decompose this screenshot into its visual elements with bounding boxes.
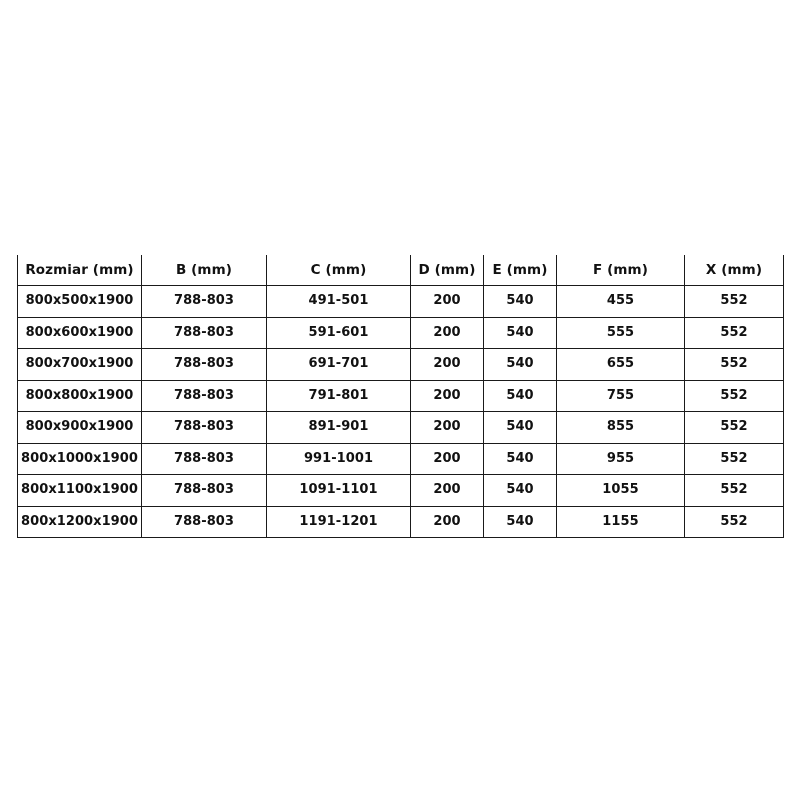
cell-b: 788-803 — [141, 380, 267, 412]
cell-x: 552 — [684, 443, 784, 475]
column-header-rozmiar: Rozmiar (mm) — [17, 255, 142, 286]
cell-f: 955 — [556, 443, 685, 475]
column-header-x: X (mm) — [684, 255, 784, 286]
cell-d: 200 — [410, 348, 484, 381]
table-header-row: Rozmiar (mm) B (mm) C (mm) D (mm) E (mm)… — [17, 255, 784, 286]
cell-c: 1191-1201 — [266, 506, 411, 538]
cell-e: 540 — [483, 380, 557, 412]
cell-rozmiar: 800x800x1900 — [17, 380, 142, 412]
table-body: 800x500x1900 788-803 491-501 200 540 455… — [17, 285, 784, 538]
cell-d: 200 — [410, 285, 484, 318]
cell-x: 552 — [684, 506, 784, 538]
cell-b: 788-803 — [141, 348, 267, 381]
cell-f: 1055 — [556, 474, 685, 507]
cell-f: 1155 — [556, 506, 685, 538]
table-row: 800x800x1900 788-803 791-801 200 540 755… — [17, 380, 784, 412]
cell-d: 200 — [410, 380, 484, 412]
cell-rozmiar: 800x1100x1900 — [17, 474, 142, 507]
cell-d: 200 — [410, 506, 484, 538]
cell-e: 540 — [483, 285, 557, 318]
cell-e: 540 — [483, 506, 557, 538]
cell-rozmiar: 800x700x1900 — [17, 348, 142, 381]
cell-c: 791-801 — [266, 380, 411, 412]
cell-e: 540 — [483, 411, 557, 444]
cell-f: 555 — [556, 317, 685, 349]
table-header: Rozmiar (mm) B (mm) C (mm) D (mm) E (mm)… — [17, 255, 784, 286]
column-header-f: F (mm) — [556, 255, 685, 286]
table-row: 800x700x1900 788-803 691-701 200 540 655… — [17, 348, 784, 381]
cell-x: 552 — [684, 285, 784, 318]
column-header-b: B (mm) — [141, 255, 267, 286]
cell-f: 455 — [556, 285, 685, 318]
table-row: 800x1200x1900 788-803 1191-1201 200 540 … — [17, 506, 784, 538]
cell-b: 788-803 — [141, 443, 267, 475]
cell-c: 891-901 — [266, 411, 411, 444]
cell-d: 200 — [410, 411, 484, 444]
table-row: 800x600x1900 788-803 591-601 200 540 555… — [17, 317, 784, 349]
table-row: 800x1100x1900 788-803 1091-1101 200 540 … — [17, 474, 784, 507]
cell-rozmiar: 800x500x1900 — [17, 285, 142, 318]
cell-rozmiar: 800x1000x1900 — [17, 443, 142, 475]
cell-c: 991-1001 — [266, 443, 411, 475]
column-header-e: E (mm) — [483, 255, 557, 286]
cell-d: 200 — [410, 317, 484, 349]
cell-x: 552 — [684, 411, 784, 444]
cell-d: 200 — [410, 474, 484, 507]
cell-x: 552 — [684, 348, 784, 381]
table-row: 800x900x1900 788-803 891-901 200 540 855… — [17, 411, 784, 444]
cell-e: 540 — [483, 348, 557, 381]
table-row: 800x500x1900 788-803 491-501 200 540 455… — [17, 285, 784, 318]
cell-c: 591-601 — [266, 317, 411, 349]
cell-b: 788-803 — [141, 474, 267, 507]
table-row: 800x1000x1900 788-803 991-1001 200 540 9… — [17, 443, 784, 475]
column-header-c: C (mm) — [266, 255, 411, 286]
cell-d: 200 — [410, 443, 484, 475]
cell-x: 552 — [684, 474, 784, 507]
cell-b: 788-803 — [141, 285, 267, 318]
cell-b: 788-803 — [141, 411, 267, 444]
specification-table-container: Rozmiar (mm) B (mm) C (mm) D (mm) E (mm)… — [17, 255, 784, 538]
cell-rozmiar: 800x600x1900 — [17, 317, 142, 349]
cell-x: 552 — [684, 317, 784, 349]
cell-c: 691-701 — [266, 348, 411, 381]
cell-f: 755 — [556, 380, 685, 412]
cell-c: 1091-1101 — [266, 474, 411, 507]
cell-e: 540 — [483, 474, 557, 507]
cell-e: 540 — [483, 317, 557, 349]
cell-e: 540 — [483, 443, 557, 475]
cell-f: 655 — [556, 348, 685, 381]
cell-x: 552 — [684, 380, 784, 412]
cell-rozmiar: 800x900x1900 — [17, 411, 142, 444]
cell-b: 788-803 — [141, 506, 267, 538]
dimensions-table: Rozmiar (mm) B (mm) C (mm) D (mm) E (mm)… — [17, 255, 784, 538]
cell-b: 788-803 — [141, 317, 267, 349]
column-header-d: D (mm) — [410, 255, 484, 286]
cell-rozmiar: 800x1200x1900 — [17, 506, 142, 538]
cell-c: 491-501 — [266, 285, 411, 318]
cell-f: 855 — [556, 411, 685, 444]
